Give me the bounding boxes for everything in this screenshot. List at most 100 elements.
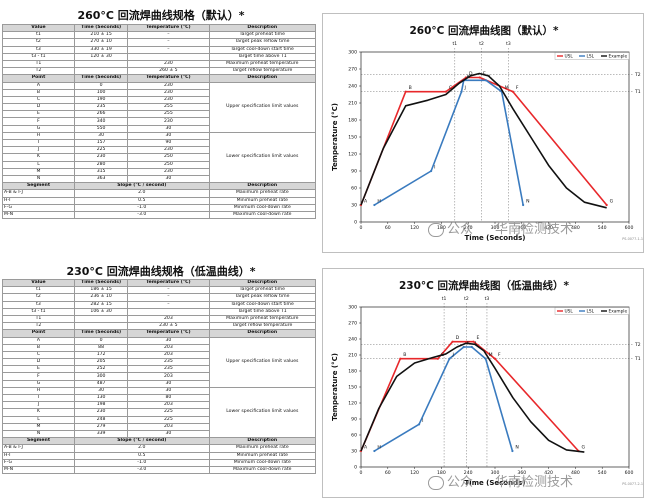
table-cell: 230	[127, 88, 210, 97]
table-cell: 30	[127, 336, 210, 345]
data-point-M	[484, 357, 487, 360]
x-tick-label: 240	[464, 470, 473, 476]
table-cell: 0.5	[73, 196, 210, 205]
data-point-C	[436, 357, 439, 360]
x-tick-label: 300	[491, 470, 500, 476]
y-axis-label: Temperature (°C)	[331, 353, 339, 421]
series-line-example	[360, 342, 585, 453]
table-row: M-N -3.0 Maximum cool-down rate	[2, 465, 317, 475]
chart-230: 230°C 回流焊曲线图（低温曲线）* t1 t2 t3 T2 T1 0 60 120 180 24…	[331, 279, 643, 487]
data-point-L	[470, 345, 473, 349]
table-row: t3 330 ± 19– Target cool-down start time	[2, 45, 317, 54]
table-row: D 205 235	[2, 358, 316, 367]
point-label-M: M	[489, 352, 493, 358]
table-cell: Target time above T1	[208, 52, 317, 61]
legend-label-usl: USL	[565, 309, 574, 315]
table-cell: 236 ± 10	[73, 293, 129, 302]
table-cell: 230	[127, 146, 210, 155]
table-cell: 203	[127, 372, 210, 381]
table-row: M-N -3.0 Maximum cool-down rate	[2, 210, 317, 220]
table-cell: 330 ± 19	[73, 45, 129, 54]
point-label-C: C	[449, 85, 452, 91]
table-cell: 266	[73, 110, 129, 119]
column-header: Description	[208, 182, 317, 191]
table-cell	[73, 67, 129, 76]
table-row: N 339 30	[2, 429, 316, 439]
table-cell: F	[2, 117, 75, 126]
plot-frame	[360, 306, 630, 468]
table-cell: t1	[2, 31, 75, 40]
table-cell: t1	[2, 286, 75, 295]
data-point-I	[417, 423, 421, 426]
table-cell: 300	[73, 372, 129, 381]
y-tick-label: 300	[348, 305, 357, 311]
point-label-N: N	[526, 199, 529, 205]
table-cell: Maximum cool-down rate	[208, 465, 317, 475]
table-cell: N	[2, 174, 75, 184]
y-tick-label: 270	[348, 67, 357, 73]
table-row: T1 230 Maximum preheat temperature	[2, 59, 317, 69]
data-point-C	[444, 90, 447, 93]
series-line-example	[360, 72, 607, 209]
guide-label-T1: T1	[634, 356, 641, 362]
chart-260: 260°C 回流焊曲线图（默认）* t1 t2 t3 T2 T1 0 60 120 180 240 3…	[331, 24, 643, 242]
legend-box	[554, 307, 630, 315]
table-cell	[73, 322, 129, 331]
table-cell: –	[127, 38, 210, 47]
column-header: Time (Seconds)	[73, 74, 129, 83]
x-tick-label: 540	[598, 470, 607, 476]
point-label-H: H	[377, 199, 380, 205]
column-header: Value	[2, 23, 75, 33]
table-cell: 250	[127, 153, 210, 162]
table-row: K 230 225	[2, 408, 316, 417]
table-cell: 203	[127, 401, 210, 410]
data-point-N	[511, 449, 514, 453]
data-point-B	[404, 90, 407, 93]
table-cell: 157	[73, 138, 129, 148]
table-cell: 230	[127, 81, 210, 90]
table-cell: C	[2, 95, 75, 105]
x-tick-label: 480	[571, 225, 580, 231]
guide-label-t3: t3	[506, 41, 511, 47]
y-tick-label: 0	[354, 220, 357, 226]
table-cell: 255	[127, 110, 210, 119]
header-row: Segment Slope (°C / second) Description	[2, 182, 317, 191]
series-line-lsl	[373, 79, 524, 206]
point-label-D: D	[469, 71, 473, 77]
table-cell: 205	[73, 358, 129, 367]
table-cell: B	[2, 343, 75, 352]
y-tick-label: 30	[351, 449, 357, 455]
table-cell: 280	[73, 160, 129, 169]
table-cell: Target reflow temperature	[208, 67, 317, 76]
legend-label-lsl: LSL	[587, 309, 595, 315]
table-cell: -3.0	[73, 210, 210, 220]
table-row: T2 230 ± 5 Target reflow temperature	[2, 322, 317, 331]
table-cell: 30	[73, 131, 129, 141]
x-tick-label: 420	[544, 225, 553, 231]
table-cell: H	[2, 131, 75, 141]
point-label-A: A	[364, 445, 368, 451]
table-cell: H-I	[2, 451, 75, 460]
table-cell: t2	[2, 293, 75, 302]
table-row: B 88 203	[2, 343, 316, 352]
x-tick-label: 120	[410, 225, 419, 231]
table-row: T2 260 ± 5 Target reflow temperature	[2, 67, 317, 76]
table-cell: 30	[127, 174, 210, 184]
point-label-E: E	[477, 335, 480, 341]
table-cell: 2.0	[73, 444, 210, 453]
table-cell	[73, 314, 129, 324]
series-line-usl	[360, 340, 580, 452]
table-cell: A-B & I-J	[2, 444, 75, 453]
point-label-G: G	[610, 199, 614, 205]
table-cell: 130	[73, 393, 129, 403]
x-tick-label: 60	[385, 225, 391, 231]
table-cell: G	[2, 379, 75, 388]
table-row: H 30 30 Lower specification limit values	[2, 131, 317, 184]
table-row: I 130 80	[2, 393, 316, 403]
table-cell: 230	[127, 59, 210, 69]
table-cell: 250	[127, 160, 210, 169]
table-cell: F	[2, 372, 75, 381]
table-cell	[127, 52, 210, 61]
chart-title: 230°C 回流焊曲线图（低温曲线）*	[399, 279, 570, 292]
table-cell: E	[2, 365, 75, 374]
